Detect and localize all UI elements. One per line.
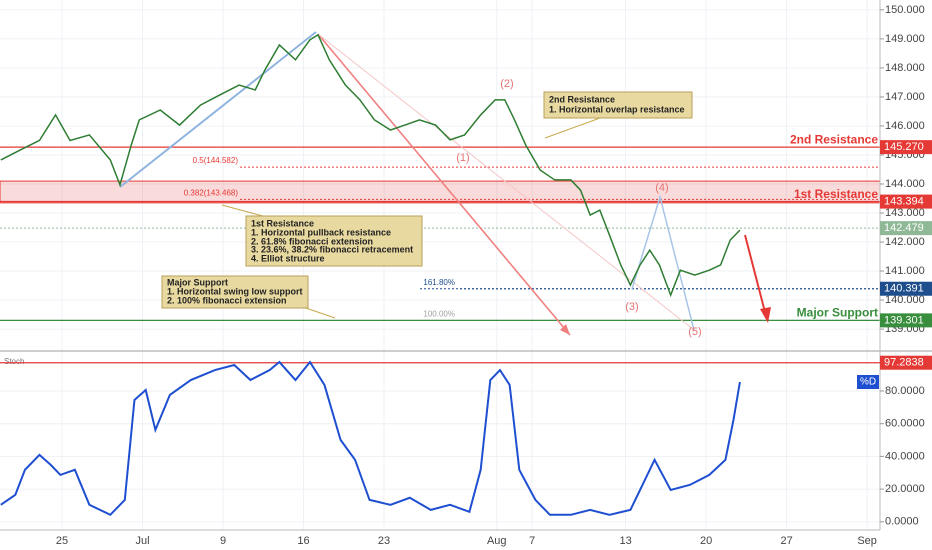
y-tick-label: 0.0000 xyxy=(885,516,919,528)
x-tick-label: 13 xyxy=(619,535,631,547)
fib-label: 0.5(144.582) xyxy=(193,156,239,165)
price-tag-label: 140.391 xyxy=(884,283,924,295)
fib-label: 0.382(143.468) xyxy=(184,189,239,198)
y-tick-label: 142.000 xyxy=(885,236,925,248)
swing-line xyxy=(317,33,695,331)
x-tick-label: 27 xyxy=(780,535,792,547)
annotation: 2nd Resistance 1. Horizontal overlap res… xyxy=(543,91,693,139)
fib-label: 161.80% xyxy=(423,278,455,287)
arrow-head xyxy=(760,307,771,323)
annotation: 1st Resistance 1. Horizontal pullback re… xyxy=(221,204,423,267)
swing-line xyxy=(119,31,317,188)
y-tick-label: 146.000 xyxy=(885,120,925,132)
note-line: 1. Horizontal overlap resistance xyxy=(549,104,685,114)
y-tick-label: 60.0000 xyxy=(885,418,925,430)
callout-box xyxy=(543,91,693,119)
price-tag-label: 145.270 xyxy=(884,141,924,153)
note-line: 1st Resistance xyxy=(251,218,314,228)
wave-label: (3) xyxy=(625,301,638,313)
y-tick-label: 144.000 xyxy=(885,178,925,190)
note-line: 4. Elliot structure xyxy=(251,253,325,263)
x-tick-label: 9 xyxy=(220,535,226,547)
y-tick-label: 40.0000 xyxy=(885,450,925,462)
arrow-head xyxy=(560,324,570,335)
note-line: 3. 23.6%, 38.2% fibonacci retracement xyxy=(251,244,413,254)
note-line: 2nd Resistance xyxy=(549,94,615,104)
price-tag xyxy=(880,140,932,155)
legend-label: %D xyxy=(860,377,876,388)
arrow xyxy=(744,234,767,317)
price-tag xyxy=(880,194,932,209)
y-tick-label: 143.000 xyxy=(885,207,925,219)
x-tick-label: Sep xyxy=(857,535,877,547)
y-tick-label: 20.0000 xyxy=(885,483,925,495)
price-tag-label: 139.301 xyxy=(884,314,924,326)
x-tick-label: 7 xyxy=(529,535,535,547)
x-tick-label: 16 xyxy=(297,535,309,547)
y-tick-label: 148.000 xyxy=(885,62,925,74)
wave-label: (1) xyxy=(456,152,469,164)
pane-label: Stoch xyxy=(4,357,24,366)
annotation: Major Support 1. Horizontal swing low su… xyxy=(161,275,336,319)
note-line: Major Support xyxy=(167,277,228,287)
y-tick-label: 141.000 xyxy=(885,265,925,277)
note-line: 1. Horizontal swing low support xyxy=(167,286,303,296)
level-name: Major Support xyxy=(797,306,878,320)
wave-label: (4) xyxy=(655,182,668,194)
waves: (1) (2) (3) (4) (5) xyxy=(456,78,701,338)
x-tick-label: 23 xyxy=(378,535,390,547)
note-line: 1. Horizontal pullback resistance xyxy=(251,227,391,237)
fib-label: 100.00% xyxy=(423,309,455,318)
swing-line xyxy=(631,194,695,331)
y-tick-label: 147.000 xyxy=(885,91,925,103)
legend-box xyxy=(857,375,879,389)
price-line xyxy=(0,33,741,298)
level-name: 2nd Resistance xyxy=(790,132,878,146)
y-tick-label: 80.0000 xyxy=(885,385,925,397)
wave-label: (5) xyxy=(688,326,701,338)
price-tag xyxy=(880,221,932,236)
callout-pointer xyxy=(544,117,601,139)
x-tick-label: 20 xyxy=(700,535,712,547)
price-tag-label: 143.394 xyxy=(884,195,924,207)
price-tag xyxy=(880,355,932,370)
x-tick-label: Aug xyxy=(487,535,507,547)
price-tag-label: 142.479 xyxy=(884,222,924,234)
swing-line xyxy=(317,33,571,336)
y-tick-label: 150.000 xyxy=(885,4,925,16)
stoch-line xyxy=(0,360,741,517)
note-line: 2. 61.8% fibonacci extension xyxy=(251,236,373,246)
level-name: 1st Resistance xyxy=(794,187,878,201)
price-tag xyxy=(880,281,932,296)
callout-box xyxy=(245,215,423,267)
callout-box xyxy=(161,275,309,309)
price-tag xyxy=(880,313,932,328)
y-tick-label: 149.000 xyxy=(885,33,925,45)
x-tick-label: 25 xyxy=(56,535,68,547)
price-tag-label: 97.2838 xyxy=(884,357,924,369)
x-tick-label: Jul xyxy=(135,535,149,547)
y-tick-label: 140.000 xyxy=(885,294,925,306)
wave-label: (2) xyxy=(500,78,513,90)
note-line: 2. 100% fibonacci extension xyxy=(167,295,287,305)
